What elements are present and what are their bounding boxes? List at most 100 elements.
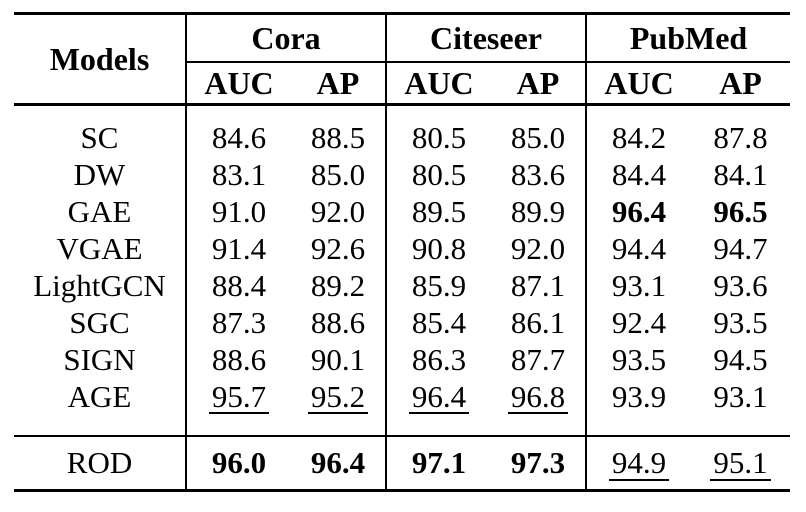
metric-value-text: 96.4 (310, 445, 366, 480)
metric-value-text: 96.4 (408, 380, 470, 415)
metric-value: 85.0 (291, 156, 386, 193)
metric-value: 93.5 (585, 341, 692, 378)
metric-value-text: 85.4 (411, 304, 467, 340)
metric-value: 87.1 (491, 267, 586, 304)
metric-value: 96.4 (291, 435, 386, 491)
group-header-pubmed: PubMed (585, 13, 791, 63)
table-row-sgc: SGC 87.3 88.6 85.4 86.1 92.4 93.5 (14, 304, 790, 341)
models-column-header: Models (14, 13, 186, 106)
metric-value-text: 93.1 (713, 378, 768, 414)
metric-value-text: 91.0 (211, 193, 267, 229)
metric-value-text: 89.5 (411, 193, 467, 229)
metric-value: 80.5 (385, 156, 491, 193)
metric-value: 84.2 (585, 104, 692, 156)
metric-value: 86.3 (385, 341, 491, 378)
metric-value: 85.0 (491, 105, 586, 157)
table-header: Models Cora Citeseer PubMed AUC AP AUC A… (14, 13, 791, 106)
metric-value: 93.9 (585, 378, 692, 436)
metric-value: 95.2 (291, 378, 386, 436)
metric-value: 91.4 (185, 230, 291, 267)
metric-value-text: 88.5 (310, 119, 366, 155)
metric-value: 87.3 (185, 304, 291, 341)
metric-value: 95.7 (185, 378, 291, 436)
metric-value: 85.4 (385, 304, 491, 341)
model-name: SGC (69, 304, 130, 340)
metric-value-text: 93.6 (713, 267, 768, 303)
metric-value: 83.6 (491, 156, 586, 193)
metric-value: 90.8 (385, 230, 491, 267)
subheader-citeseer-auc: AUC (385, 62, 491, 106)
metric-value-text: 84.1 (713, 156, 768, 192)
metric-value-text: 87.8 (713, 119, 768, 155)
table-row-dw: DW 83.1 85.0 80.5 83.6 84.4 84.1 (14, 156, 790, 193)
metric-value-text: 93.9 (611, 378, 667, 414)
metric-value: 87.7 (491, 341, 586, 378)
metric-value: 96.5 (691, 193, 790, 230)
metric-value-text: 80.5 (411, 156, 467, 192)
metric-value: 88.6 (185, 341, 291, 378)
metric-value-text: 87.1 (510, 267, 566, 303)
metric-value: 86.1 (491, 304, 586, 341)
metric-value: 89.9 (491, 193, 586, 230)
metric-value-text: 87.7 (510, 341, 566, 377)
metric-value-text: 80.5 (411, 119, 467, 155)
metric-value: 91.0 (185, 193, 291, 230)
metric-value-text: 96.4 (611, 193, 667, 229)
table-footer: ROD 96.0 96.4 97.1 97.3 94.9 95.1 (14, 435, 791, 491)
metric-value-text: 92.6 (310, 230, 366, 266)
metric-value-text: 96.0 (211, 445, 267, 480)
metric-value: 93.6 (691, 267, 790, 304)
subheader-citeseer-ap: AP (491, 62, 587, 106)
model-name: GAE (67, 193, 132, 229)
metric-value: 88.5 (291, 105, 386, 157)
metric-value-text: 95.2 (307, 380, 369, 415)
metric-value: 88.6 (291, 304, 386, 341)
metric-value-text: 93.5 (713, 304, 768, 340)
table-row-age: AGE 95.7 95.2 96.4 96.8 93.9 93.1 (14, 378, 790, 436)
metric-value: 93.5 (691, 304, 790, 341)
metric-value-text: 96.8 (507, 380, 569, 415)
model-name: AGE (67, 378, 132, 414)
metric-value: 84.1 (691, 156, 790, 193)
metric-value: 96.0 (185, 435, 291, 491)
footer-row-rod: ROD 96.0 96.4 97.1 97.3 94.9 95.1 (14, 435, 791, 491)
metric-value: 94.9 (585, 435, 692, 491)
metric-value-text: 94.5 (713, 341, 768, 377)
metric-value-text: 89.2 (310, 267, 366, 303)
metric-value: 94.4 (585, 230, 692, 267)
metric-value-text: 86.1 (510, 304, 566, 340)
metric-value-text: 95.1 (710, 447, 771, 481)
metric-value: 88.4 (185, 267, 291, 304)
metric-subheader-row: AUC AP AUC AP AUC AP (14, 62, 791, 106)
metric-value: 87.8 (691, 105, 790, 157)
metric-value-text: 84.4 (611, 156, 667, 192)
metric-value: 96.4 (385, 378, 491, 436)
table-row-lightgcn: LightGCN 88.4 89.2 85.9 87.1 93.1 93.6 (14, 267, 790, 304)
metric-value: 97.3 (491, 435, 587, 491)
subheader-pubmed-ap: AP (691, 62, 791, 106)
metric-value: 95.1 (691, 435, 791, 491)
metric-value-text: 92.0 (310, 193, 366, 229)
table-row-gae: GAE 91.0 92.0 89.5 89.9 96.4 96.5 (14, 193, 790, 230)
metric-value-text: 93.5 (611, 341, 667, 377)
metric-value: 92.4 (585, 304, 692, 341)
metric-value: 92.6 (291, 230, 386, 267)
model-name: SIGN (63, 341, 136, 377)
table-row-vgae: VGAE 91.4 92.6 90.8 92.0 94.4 94.7 (14, 230, 790, 267)
group-header-citeseer: Citeseer (384, 13, 587, 63)
metric-value-text: 92.4 (611, 304, 667, 340)
subheader-cora-ap: AP (291, 62, 386, 106)
metric-value-text: 95.7 (208, 380, 270, 415)
metric-value-text: 83.6 (510, 156, 566, 192)
metric-value: 89.5 (385, 193, 491, 230)
metric-value-text: 85.9 (411, 267, 467, 303)
metric-value-text: 90.1 (310, 341, 366, 377)
table-body: SC 84.6 88.5 80.5 85.0 84.2 87.8 DW 83.1 85.0 80.5… (14, 104, 790, 436)
metric-value: 85.9 (385, 267, 491, 304)
metric-value-text: 96.5 (713, 193, 768, 229)
metric-value-text: 97.3 (510, 445, 566, 480)
metric-value: 90.1 (291, 341, 386, 378)
metric-value-text: 97.1 (411, 445, 467, 480)
group-header-row: Models Cora Citeseer PubMed (14, 13, 791, 106)
